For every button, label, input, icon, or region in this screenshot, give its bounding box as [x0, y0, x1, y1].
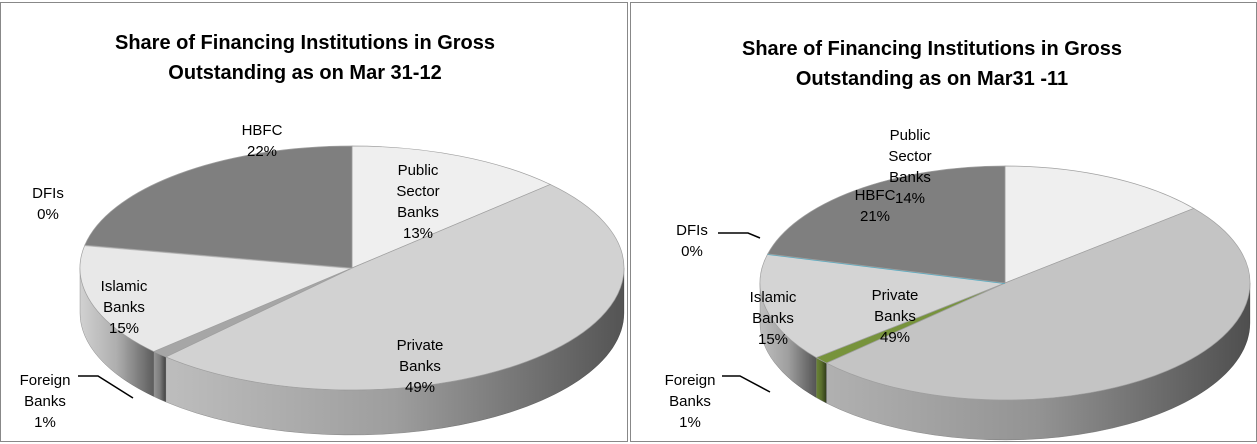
data-label: Public Sector Banks 13% — [378, 160, 458, 244]
value-label: 49% — [404, 379, 436, 396]
data-label: Foreign Banks 1% — [650, 370, 730, 433]
value-label: 21% — [859, 208, 891, 225]
category-label: Private Banks — [396, 337, 444, 375]
slice — [84, 145, 353, 269]
slice — [1004, 165, 1195, 284]
value-label: 14% — [894, 190, 926, 207]
value-label: 0% — [37, 206, 59, 223]
category-label: Public Sector Banks — [396, 162, 440, 221]
data-label: HBFC 22% — [222, 120, 302, 162]
category-label: Foreign Banks — [664, 372, 716, 410]
data-label: Foreign Banks 1% — [5, 370, 85, 433]
value-label: 15% — [757, 331, 789, 348]
category-label: Islamic Banks — [749, 289, 797, 327]
leader-line — [722, 375, 771, 393]
leader-line — [718, 232, 761, 239]
side-shade — [826, 283, 1250, 441]
data-label: Public Sector Banks 14% — [870, 125, 950, 209]
category-label: Foreign Banks — [19, 372, 71, 410]
data-label: Private Banks 49% — [855, 285, 935, 348]
data-label: DFIs 0% — [8, 183, 88, 225]
slice — [164, 184, 625, 391]
category-label: DFIs — [32, 185, 64, 202]
slice — [825, 208, 1251, 401]
data-label: DFIs 0% — [652, 220, 732, 262]
slice — [759, 253, 1006, 358]
slice — [79, 244, 353, 352]
value-label: 49% — [879, 329, 911, 346]
data-label: HBFC 21% — [835, 185, 915, 227]
data-label: Islamic Banks 15% — [733, 287, 813, 350]
value-label: 22% — [246, 143, 278, 160]
category-label: Private Banks — [871, 287, 919, 325]
side-shade — [153, 351, 166, 402]
slice — [351, 145, 552, 269]
category-label: HBFC — [241, 122, 283, 139]
value-label: 15% — [108, 320, 140, 337]
chart-title: Share of Financing Institutions in Gross… — [741, 38, 1123, 90]
side-shade — [760, 283, 817, 398]
side-shade — [816, 357, 827, 404]
leader-line — [78, 375, 134, 399]
value-label: 1% — [34, 414, 56, 431]
chart-title: Share of Financing Institutions in Gross… — [114, 32, 496, 84]
data-label: Islamic Banks 15% — [84, 276, 164, 339]
category-label: HBFC — [854, 187, 896, 204]
value-label: 13% — [402, 225, 434, 242]
data-label: Private Banks 49% — [380, 335, 460, 398]
side-shade — [80, 268, 154, 397]
category-label: Islamic Banks — [100, 278, 148, 316]
value-label: 0% — [681, 243, 703, 260]
chart-panel — [0, 2, 628, 442]
category-label: Public Sector Banks — [888, 127, 932, 186]
side-shade — [165, 268, 624, 435]
slice — [767, 165, 1006, 284]
value-label: 1% — [679, 414, 701, 431]
category-label: DFIs — [676, 222, 708, 239]
